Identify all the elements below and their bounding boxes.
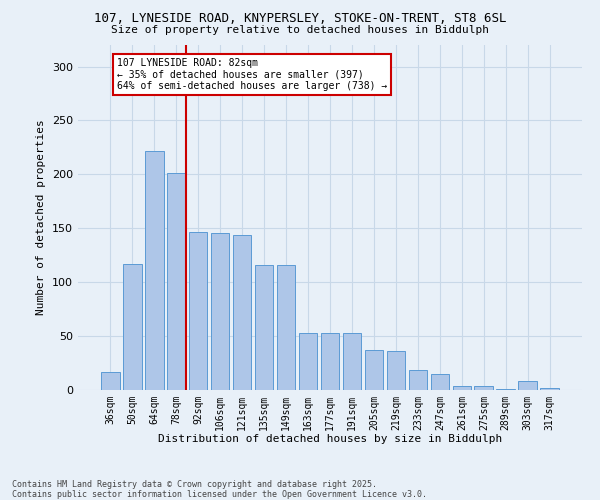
Bar	[233, 235, 251, 390]
X-axis label: Distribution of detached houses by size in Biddulph: Distribution of detached houses by size …	[158, 434, 502, 444]
Bar	[431, 374, 449, 390]
Bar	[365, 350, 383, 390]
Y-axis label: Number of detached properties: Number of detached properties	[37, 120, 46, 316]
Bar	[211, 232, 229, 390]
Bar	[452, 386, 471, 390]
Bar	[409, 370, 427, 390]
Bar	[518, 382, 537, 390]
Bar	[496, 389, 515, 390]
Bar	[123, 264, 142, 390]
Bar	[167, 174, 185, 390]
Bar	[145, 150, 164, 390]
Text: 107 LYNESIDE ROAD: 82sqm
← 35% of detached houses are smaller (397)
64% of semi-: 107 LYNESIDE ROAD: 82sqm ← 35% of detach…	[117, 58, 387, 91]
Bar	[475, 386, 493, 390]
Bar	[299, 333, 317, 390]
Text: 107, LYNESIDE ROAD, KNYPERSLEY, STOKE-ON-TRENT, ST8 6SL: 107, LYNESIDE ROAD, KNYPERSLEY, STOKE-ON…	[94, 12, 506, 26]
Bar	[541, 388, 559, 390]
Bar	[255, 265, 274, 390]
Text: Contains HM Land Registry data © Crown copyright and database right 2025.
Contai: Contains HM Land Registry data © Crown c…	[12, 480, 427, 499]
Text: Size of property relative to detached houses in Biddulph: Size of property relative to detached ho…	[111, 25, 489, 35]
Bar	[101, 372, 119, 390]
Bar	[320, 333, 340, 390]
Bar	[343, 333, 361, 390]
Bar	[189, 232, 208, 390]
Bar	[386, 351, 405, 390]
Bar	[277, 265, 295, 390]
